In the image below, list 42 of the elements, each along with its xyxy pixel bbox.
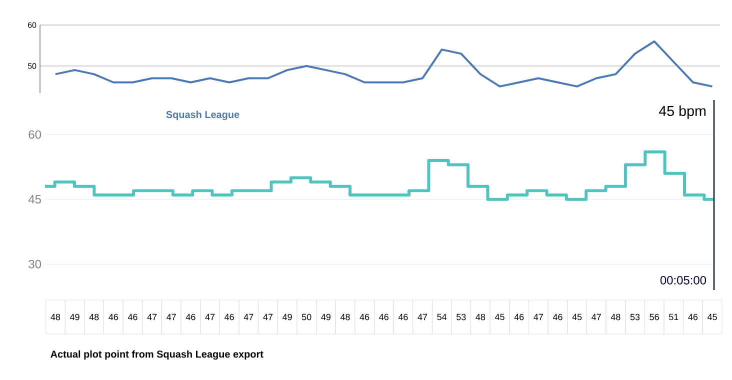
data-label: 48 bbox=[89, 314, 99, 320]
data-label: 48 bbox=[50, 314, 60, 320]
data-label: 48 bbox=[476, 314, 486, 320]
data-label: 46 bbox=[108, 314, 118, 320]
data-label: 45 bbox=[495, 314, 504, 320]
data-label: 50 bbox=[302, 314, 312, 320]
data-label: 46 bbox=[514, 314, 524, 320]
data-label: 49 bbox=[282, 314, 292, 320]
data-label: 48 bbox=[610, 314, 620, 320]
data-label: 56 bbox=[650, 314, 659, 320]
data-label: 47 bbox=[166, 314, 176, 320]
data-label: 46 bbox=[688, 314, 698, 320]
data-label: 47 bbox=[418, 314, 428, 320]
data-label: 47 bbox=[244, 314, 254, 320]
text: Squash League bbox=[166, 110, 240, 120]
annotation: 45 bpm bbox=[658, 106, 706, 119]
data-label: 45 bbox=[708, 314, 717, 320]
data-label: 48 bbox=[340, 314, 350, 320]
y-tick-label: 45 bbox=[28, 195, 41, 204]
data-label: 46 bbox=[186, 314, 196, 320]
y-tick-label: 60 bbox=[28, 130, 42, 139]
data-label: 47 bbox=[263, 314, 272, 320]
data-label: 47 bbox=[147, 314, 157, 320]
data-label: 46 bbox=[128, 314, 138, 320]
data-label: 54 bbox=[437, 314, 447, 320]
data-label: 46 bbox=[360, 314, 370, 320]
data-label: 53 bbox=[630, 314, 640, 320]
data-label: 47 bbox=[534, 314, 543, 320]
data-label: 47 bbox=[205, 314, 215, 320]
data-label: 46 bbox=[552, 314, 562, 320]
data-label: 53 bbox=[456, 314, 466, 320]
data-label: 46 bbox=[379, 314, 388, 320]
data-label: 49 bbox=[70, 314, 80, 320]
text: Actual plot point from Squash League export bbox=[50, 350, 264, 360]
data-label: 51 bbox=[669, 314, 678, 320]
data-label: 45 bbox=[572, 314, 582, 320]
data-label: 46 bbox=[224, 314, 234, 320]
data-label: 49 bbox=[321, 314, 330, 320]
y-tick-label: 30 bbox=[28, 260, 42, 268]
annotation: 00:05:00 bbox=[660, 276, 706, 284]
data-label: 46 bbox=[398, 314, 408, 320]
data-label: 47 bbox=[592, 314, 601, 320]
